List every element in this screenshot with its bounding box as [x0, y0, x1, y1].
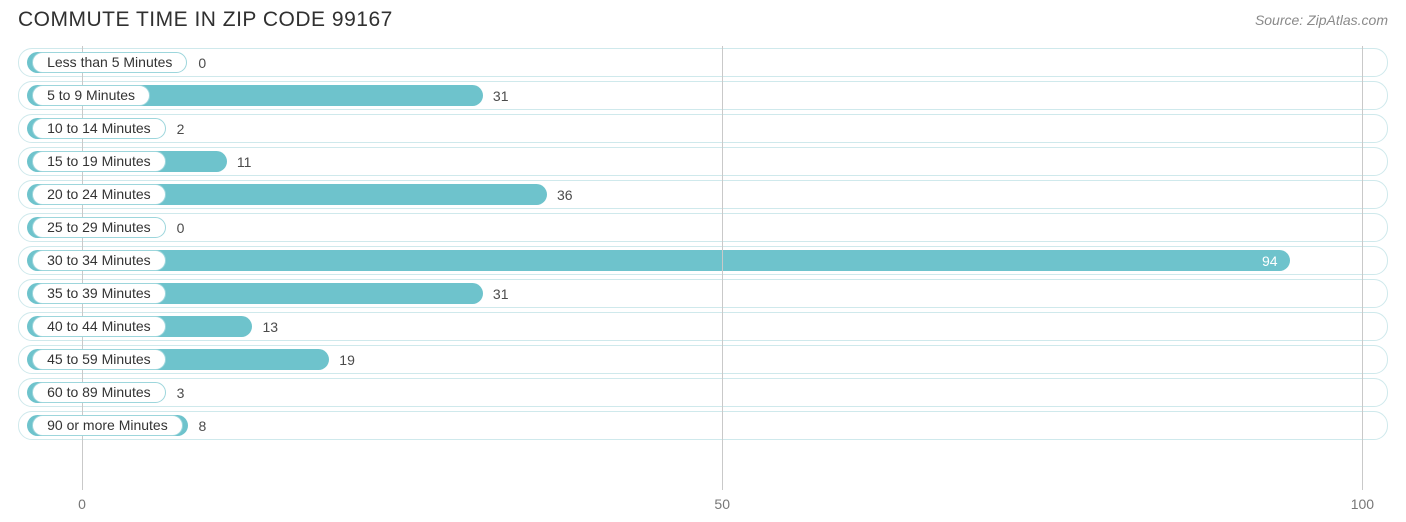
- category-pill: 45 to 59 Minutes: [32, 349, 166, 370]
- category-pill: 20 to 24 Minutes: [32, 184, 166, 205]
- value-label: 11: [237, 154, 252, 170]
- bar-row: Less than 5 Minutes 0: [18, 48, 1388, 77]
- category-pill: 35 to 39 Minutes: [32, 283, 166, 304]
- x-tick: [722, 46, 723, 490]
- x-tick-label: 0: [78, 496, 86, 512]
- value-label: 36: [557, 187, 573, 203]
- bar-row: 10 to 14 Minutes 2: [18, 114, 1388, 143]
- value-label: 19: [339, 352, 355, 368]
- value-label: 0: [177, 220, 185, 236]
- bar-row: 90 or more Minutes 8: [18, 411, 1388, 440]
- value-label: 8: [198, 418, 206, 434]
- category-pill: 5 to 9 Minutes: [32, 85, 150, 106]
- chart-plot-area: Less than 5 Minutes 0 5 to 9 Minutes 31 10 t…: [18, 48, 1388, 488]
- x-tick-label: 50: [714, 496, 730, 512]
- bar-row: 45 to 59 Minutes 19: [18, 345, 1388, 374]
- chart-source: Source: ZipAtlas.com: [1255, 8, 1388, 28]
- category-pill: 15 to 19 Minutes: [32, 151, 166, 172]
- bar-row: 60 to 89 Minutes 3: [18, 378, 1388, 407]
- value-label: 2: [177, 121, 185, 137]
- chart-container: { "header": { "title": "COMMUTE TIME IN …: [0, 0, 1406, 522]
- category-pill: 30 to 34 Minutes: [32, 250, 166, 271]
- bar-row: 40 to 44 Minutes 13: [18, 312, 1388, 341]
- bar-row: 25 to 29 Minutes 0: [18, 213, 1388, 242]
- bar-row: 30 to 34 Minutes 94: [18, 246, 1388, 275]
- bar-row: 5 to 9 Minutes 31: [18, 81, 1388, 110]
- category-pill: Less than 5 Minutes: [32, 52, 187, 73]
- bar-row: 20 to 24 Minutes 36: [18, 180, 1388, 209]
- category-pill: 90 or more Minutes: [32, 415, 183, 436]
- x-tick: [1362, 46, 1363, 490]
- value-label: 31: [493, 88, 509, 104]
- bar-fill: [27, 250, 1289, 271]
- category-pill: 40 to 44 Minutes: [32, 316, 166, 337]
- chart-header: COMMUTE TIME IN ZIP CODE 99167 Source: Z…: [0, 0, 1406, 38]
- x-axis: 0 50 100: [18, 492, 1388, 516]
- value-label: 94: [1262, 253, 1278, 269]
- chart-title: COMMUTE TIME IN ZIP CODE 99167: [18, 8, 393, 32]
- value-label: 13: [262, 319, 278, 335]
- x-tick-label: 100: [1351, 496, 1374, 512]
- category-pill: 25 to 29 Minutes: [32, 217, 166, 238]
- bar-row: 15 to 19 Minutes 11: [18, 147, 1388, 176]
- value-label: 31: [493, 286, 509, 302]
- bar-row: 35 to 39 Minutes 31: [18, 279, 1388, 308]
- value-label: 0: [198, 55, 206, 71]
- value-label: 3: [177, 385, 185, 401]
- category-pill: 10 to 14 Minutes: [32, 118, 166, 139]
- category-pill: 60 to 89 Minutes: [32, 382, 166, 403]
